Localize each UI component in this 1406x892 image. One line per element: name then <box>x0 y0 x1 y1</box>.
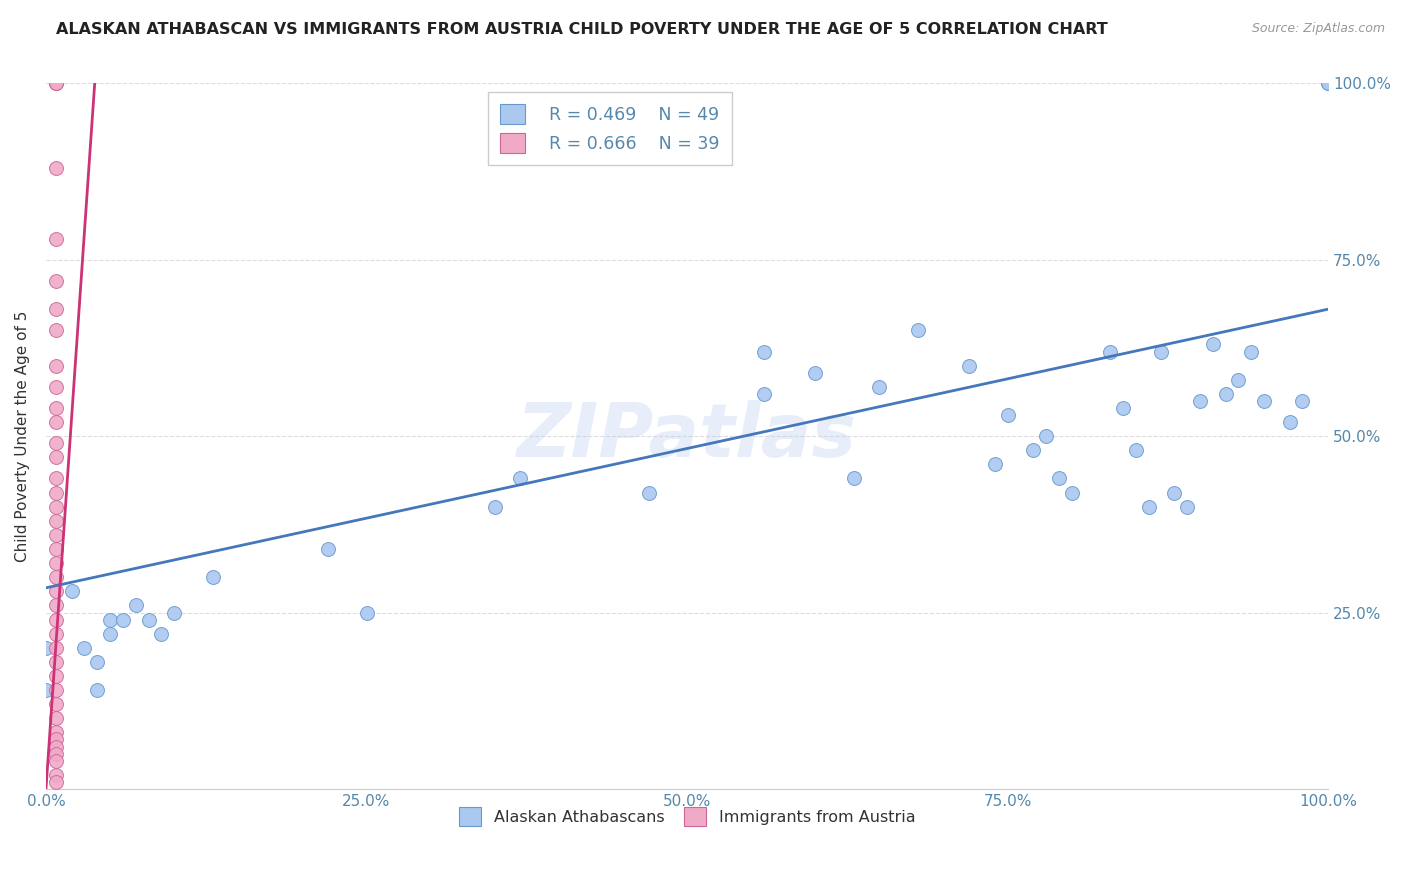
Point <box>1125 443 1147 458</box>
Point <box>125 599 148 613</box>
Point <box>484 500 506 514</box>
Point <box>842 471 865 485</box>
Point <box>1202 337 1225 351</box>
Point <box>752 387 775 401</box>
Point <box>60 584 83 599</box>
Point <box>45 640 67 655</box>
Point <box>356 606 378 620</box>
Point <box>45 401 67 415</box>
Point <box>45 747 67 761</box>
Point <box>45 232 67 246</box>
Point <box>45 725 67 739</box>
Point <box>201 570 224 584</box>
Point <box>111 613 134 627</box>
Point <box>45 613 67 627</box>
Point <box>45 161 67 175</box>
Point <box>804 366 827 380</box>
Point <box>45 528 67 542</box>
Point <box>45 471 67 485</box>
Point <box>45 541 67 556</box>
Point <box>45 77 67 91</box>
Point <box>45 584 67 599</box>
Point <box>1278 415 1301 429</box>
Point <box>1215 387 1237 401</box>
Point <box>1137 500 1160 514</box>
Point <box>1150 344 1173 359</box>
Point <box>45 655 67 669</box>
Point <box>45 754 67 768</box>
Point <box>45 323 67 337</box>
Point <box>45 711 67 725</box>
Point <box>1099 344 1122 359</box>
Point <box>35 683 58 698</box>
Point <box>45 274 67 288</box>
Point <box>1022 443 1045 458</box>
Point <box>1253 393 1275 408</box>
Point <box>45 626 67 640</box>
Point <box>98 626 121 640</box>
Point <box>45 514 67 528</box>
Point <box>45 380 67 394</box>
Point <box>957 359 980 373</box>
Point <box>868 380 890 394</box>
Point <box>1163 485 1185 500</box>
Point <box>98 613 121 627</box>
Point <box>163 606 186 620</box>
Point <box>86 683 108 698</box>
Point <box>752 344 775 359</box>
Point <box>1060 485 1083 500</box>
Point <box>45 556 67 570</box>
Point <box>984 458 1007 472</box>
Point <box>1175 500 1198 514</box>
Point <box>1035 429 1057 443</box>
Point <box>907 323 929 337</box>
Point <box>150 626 173 640</box>
Point <box>45 436 67 450</box>
Point <box>1317 77 1340 91</box>
Point <box>1188 393 1211 408</box>
Y-axis label: Child Poverty Under the Age of 5: Child Poverty Under the Age of 5 <box>15 310 30 562</box>
Point <box>1240 344 1263 359</box>
Point <box>45 77 67 91</box>
Legend: Alaskan Athabascans, Immigrants from Austria: Alaskan Athabascans, Immigrants from Aus… <box>451 799 924 834</box>
Point <box>45 302 67 317</box>
Point <box>45 739 67 754</box>
Point <box>73 640 96 655</box>
Point <box>45 599 67 613</box>
Point <box>45 683 67 698</box>
Point <box>45 570 67 584</box>
Point <box>1112 401 1135 415</box>
Point <box>1047 471 1070 485</box>
Point <box>45 669 67 683</box>
Point <box>45 450 67 465</box>
Point <box>45 500 67 514</box>
Text: Source: ZipAtlas.com: Source: ZipAtlas.com <box>1251 22 1385 36</box>
Point <box>45 732 67 747</box>
Point <box>45 768 67 782</box>
Point <box>1227 373 1250 387</box>
Point <box>509 471 531 485</box>
Point <box>45 359 67 373</box>
Point <box>637 485 659 500</box>
Point <box>86 655 108 669</box>
Point <box>45 415 67 429</box>
Point <box>45 485 67 500</box>
Text: ALASKAN ATHABASCAN VS IMMIGRANTS FROM AUSTRIA CHILD POVERTY UNDER THE AGE OF 5 C: ALASKAN ATHABASCAN VS IMMIGRANTS FROM AU… <box>56 22 1108 37</box>
Point <box>1317 77 1340 91</box>
Point <box>1291 393 1313 408</box>
Text: ZIPatlas: ZIPatlas <box>517 400 858 473</box>
Point <box>35 640 58 655</box>
Point <box>45 77 67 91</box>
Point <box>316 541 339 556</box>
Point <box>45 774 67 789</box>
Point <box>138 613 160 627</box>
Point <box>997 408 1019 422</box>
Point <box>45 697 67 711</box>
